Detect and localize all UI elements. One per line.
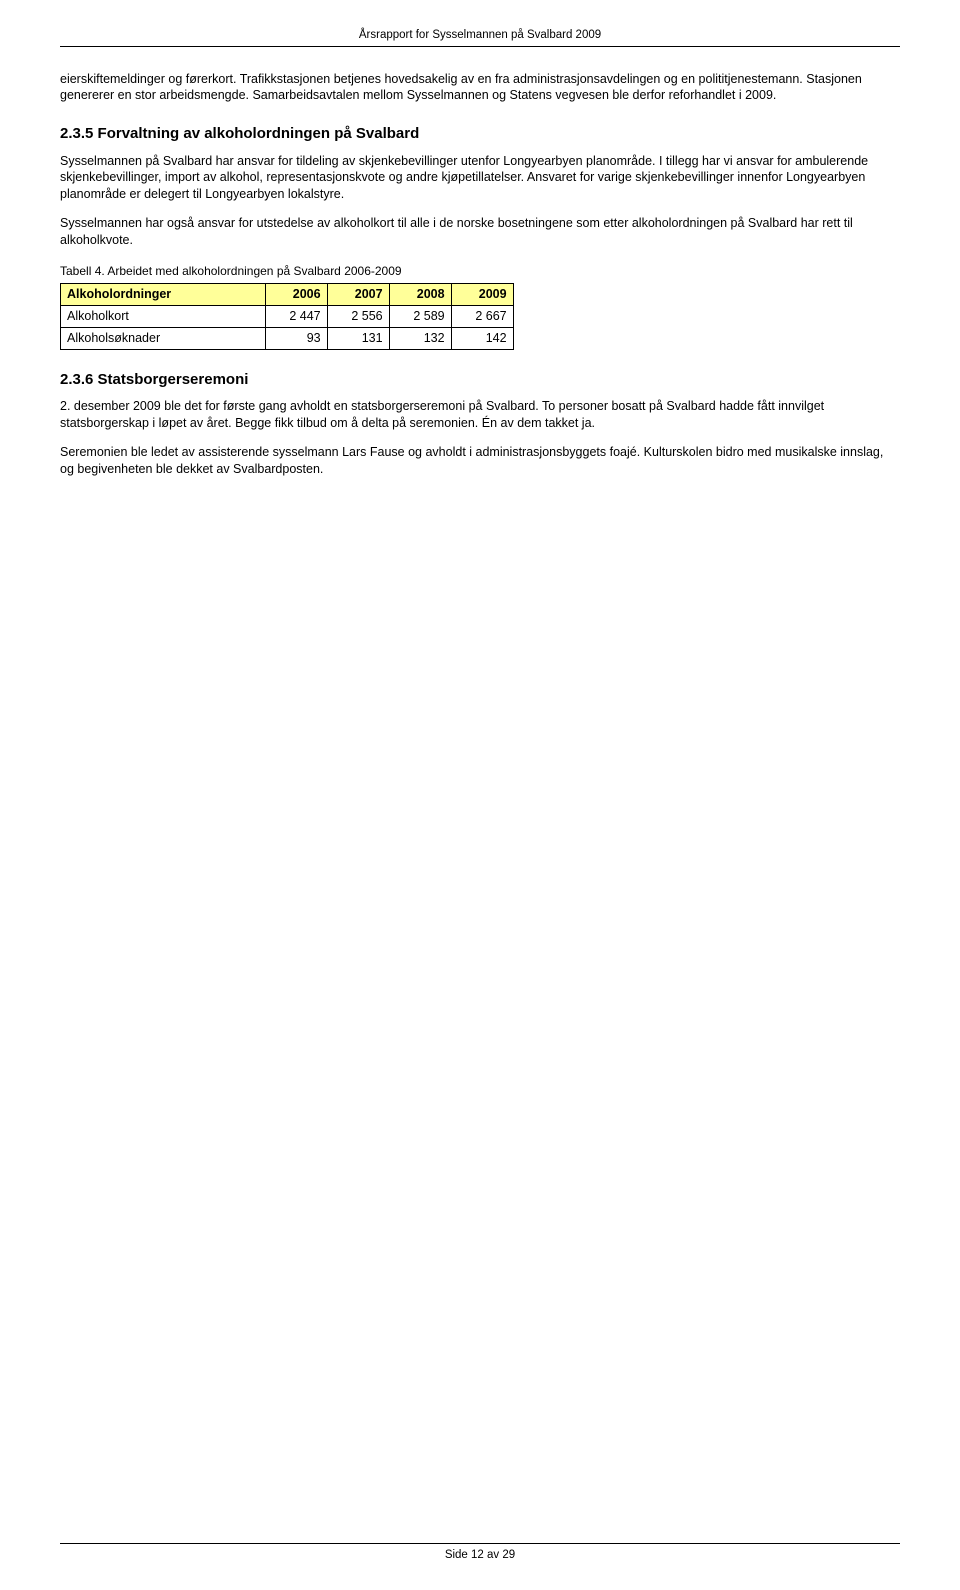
table4-col-0: Alkoholordninger (61, 284, 266, 306)
heading-2-3-5: 2.3.5 Forvaltning av alkoholordningen på… (60, 124, 900, 144)
table-row: Alkoholsøknader 93 131 132 142 (61, 327, 514, 349)
cell: 142 (451, 327, 513, 349)
table4-col-2: 2007 (327, 284, 389, 306)
cell: 132 (389, 327, 451, 349)
footer-page-prefix: Side (445, 1549, 471, 1561)
table4-header-row: Alkoholordninger 2006 2007 2008 2009 (61, 284, 514, 306)
cell: Alkoholkort (61, 305, 266, 327)
paragraph-235b: Sysselmannen har også ansvar for utstede… (60, 215, 900, 249)
cell: 131 (327, 327, 389, 349)
footer-page-sep: av (484, 1549, 503, 1561)
heading-2-3-6: 2.3.6 Statsborgerseremoni (60, 370, 900, 390)
paragraph-236a: 2. desember 2009 ble det for første gang… (60, 398, 900, 432)
table4-col-4: 2009 (451, 284, 513, 306)
page-footer: Side 12 av 29 (0, 1543, 960, 1564)
paragraph-236b: Seremonien ble ledet av assisterende sys… (60, 444, 900, 478)
cell: 2 589 (389, 305, 451, 327)
cell: 2 447 (265, 305, 327, 327)
table4: Alkoholordninger 2006 2007 2008 2009 Alk… (60, 283, 514, 350)
footer-page-total: 29 (502, 1549, 515, 1561)
paragraph-intro: eierskiftemeldinger og førerkort. Trafik… (60, 71, 900, 105)
cell: 93 (265, 327, 327, 349)
table4-col-3: 2008 (389, 284, 451, 306)
cell: 2 667 (451, 305, 513, 327)
page-header-title: Årsrapport for Sysselmannen på Svalbard … (60, 28, 900, 44)
paragraph-235a: Sysselmannen på Svalbard har ansvar for … (60, 153, 900, 204)
footer-rule (60, 1543, 900, 1544)
cell: Alkoholsøknader (61, 327, 266, 349)
footer-page-current: 12 (471, 1549, 484, 1561)
header-rule (60, 46, 900, 47)
table4-col-1: 2006 (265, 284, 327, 306)
cell: 2 556 (327, 305, 389, 327)
table4-caption: Tabell 4. Arbeidet med alkoholordningen … (60, 263, 900, 279)
table-row: Alkoholkort 2 447 2 556 2 589 2 667 (61, 305, 514, 327)
